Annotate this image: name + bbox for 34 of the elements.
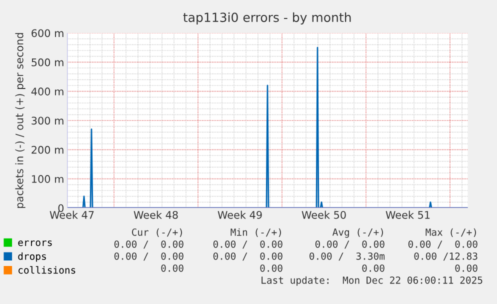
text: 0.00 / 0.00	[408, 240, 478, 249]
text: 0.00 / 0.00	[315, 240, 384, 249]
x-tick-label: Week 50	[302, 210, 346, 219]
x-tick-label: Week 49	[218, 210, 262, 219]
text: Max (-/+)	[426, 228, 476, 237]
x-tick-label: Week 47	[50, 210, 94, 219]
chart-title: tap113i0 errors - by month	[183, 12, 351, 24]
legend-label: collisions	[18, 266, 76, 274]
text: Min (-/+)	[230, 228, 281, 237]
y-tick-label: 400 m	[31, 88, 64, 96]
text: 0.00 / 0.00	[114, 240, 184, 249]
text: 0.00	[362, 264, 384, 272]
text: 0.00	[260, 264, 282, 272]
x-tick-label: Week 48	[134, 210, 178, 219]
y-tick-label: 600 m	[32, 29, 64, 38]
text: 0.00 / 0.00	[213, 252, 282, 261]
text: 0.00 / 3.30m	[310, 252, 385, 261]
y-tick-label: 100 m	[32, 175, 64, 183]
y-tick-label: 500 m	[32, 58, 64, 66]
text: 0.00	[455, 264, 478, 272]
text: Cur (-/+)	[132, 228, 182, 237]
y-axis-title: packets in (-) / out (+) per second	[15, 33, 26, 208]
x-tick-label: Week 51	[386, 210, 430, 219]
text: Avg (-/+)	[332, 228, 383, 238]
text: 0.00	[161, 264, 184, 272]
text: Last update: Mon Dec 22 06:00:11 2025	[262, 276, 482, 286]
y-tick-label: 0	[58, 204, 64, 212]
text: 0.00 /12.83	[414, 252, 478, 261]
text: 0.00 / 0.00	[213, 240, 282, 249]
y-tick-label: 200 m	[32, 146, 64, 154]
y-tick-label: 300 m	[32, 116, 64, 125]
legend-label: drops	[18, 252, 46, 262]
legend-label: errors	[18, 240, 52, 246]
text: 0.00 / 0.00	[114, 252, 184, 261]
